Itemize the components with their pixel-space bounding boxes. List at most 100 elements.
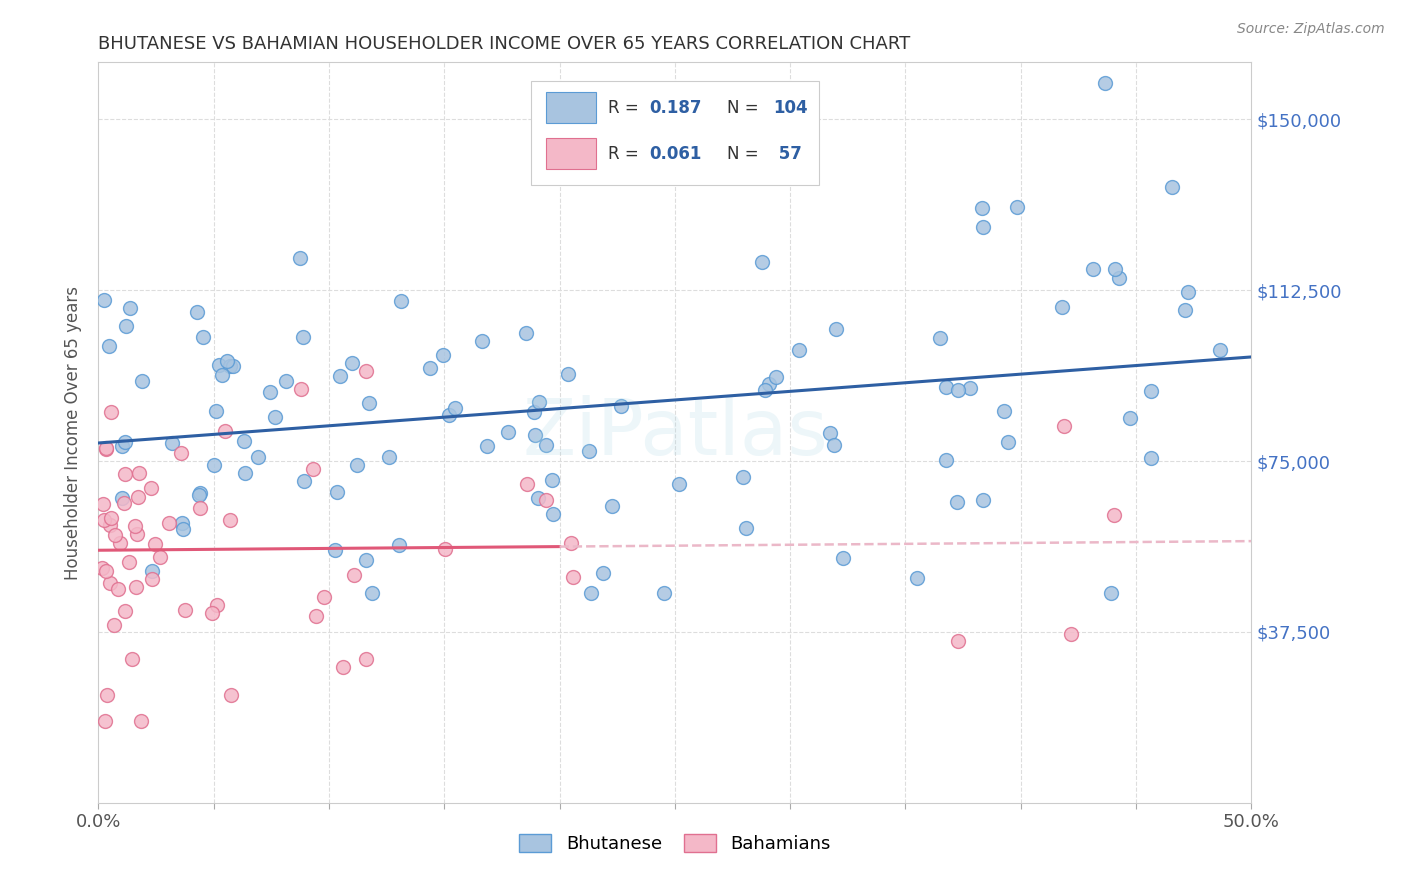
Point <box>93 497 115 511</box>
Point <box>437 408 460 422</box>
Point <box>527 491 550 506</box>
Point <box>524 428 547 442</box>
Point <box>93 293 115 308</box>
Point <box>263 409 285 424</box>
Point <box>124 519 146 533</box>
Point <box>217 354 239 368</box>
Point <box>972 219 994 234</box>
Text: ZiPatlas: ZiPatlas <box>522 394 828 471</box>
Point <box>560 535 582 549</box>
Point <box>360 586 382 600</box>
Point <box>170 446 193 460</box>
Point <box>100 576 122 591</box>
Point <box>496 425 519 439</box>
Point <box>90 561 112 575</box>
Point <box>188 486 211 500</box>
Text: 0.187: 0.187 <box>650 99 702 117</box>
FancyBboxPatch shape <box>531 81 820 185</box>
Point <box>100 404 122 418</box>
Point <box>432 348 454 362</box>
Point <box>112 496 135 510</box>
Point <box>1005 200 1028 214</box>
Text: R =: R = <box>607 99 644 117</box>
Point <box>205 404 228 418</box>
Point <box>94 564 117 578</box>
Text: R =: R = <box>607 145 644 162</box>
Point <box>290 383 312 397</box>
Point <box>149 550 172 565</box>
Text: N =: N = <box>727 99 763 117</box>
Point <box>388 538 411 552</box>
Point <box>103 618 125 632</box>
Point <box>332 659 354 673</box>
Point <box>104 528 127 542</box>
Point <box>561 569 583 583</box>
Point <box>734 521 756 535</box>
Point <box>754 383 776 397</box>
Point <box>1177 285 1199 299</box>
Point <box>247 450 270 464</box>
Point <box>141 481 163 495</box>
Point <box>121 652 143 666</box>
Point <box>207 359 229 373</box>
Point <box>765 369 787 384</box>
Point <box>751 254 773 268</box>
Point <box>928 330 950 344</box>
Point <box>515 326 537 340</box>
Point <box>389 293 412 308</box>
Point <box>592 566 614 581</box>
Point <box>832 551 855 566</box>
Point <box>600 499 623 513</box>
Point <box>219 359 242 373</box>
Point <box>1050 300 1073 314</box>
Point <box>233 466 256 480</box>
Point <box>214 424 236 438</box>
Point <box>905 571 928 585</box>
Point <box>326 485 349 500</box>
Point <box>1209 343 1232 358</box>
Point <box>343 568 366 582</box>
Point <box>314 590 336 604</box>
Point <box>201 606 224 620</box>
Point <box>329 369 352 384</box>
Point <box>143 537 166 551</box>
Point <box>993 404 1015 418</box>
Point <box>1108 270 1130 285</box>
Point <box>93 513 115 527</box>
Point <box>211 368 233 382</box>
Point <box>946 383 969 397</box>
Point <box>1161 180 1184 194</box>
Point <box>108 535 131 549</box>
Point <box>305 608 328 623</box>
Point <box>818 425 841 440</box>
Point <box>292 474 315 488</box>
Point <box>1102 508 1125 523</box>
Text: Source: ZipAtlas.com: Source: ZipAtlas.com <box>1237 22 1385 37</box>
Point <box>610 400 633 414</box>
Point <box>972 493 994 508</box>
Point <box>107 582 129 596</box>
Point <box>98 518 121 533</box>
Point <box>259 385 281 400</box>
Point <box>94 442 117 456</box>
Point <box>128 466 150 480</box>
Point <box>354 651 377 665</box>
Point <box>118 301 141 315</box>
Point <box>959 380 981 394</box>
Point <box>1119 411 1142 425</box>
Point <box>114 604 136 618</box>
Point <box>97 339 120 353</box>
Point <box>205 599 228 613</box>
Point <box>100 511 122 525</box>
Point <box>346 458 368 473</box>
Text: 104: 104 <box>773 99 807 117</box>
Point <box>127 526 149 541</box>
Point <box>557 367 579 381</box>
Point <box>357 396 380 410</box>
Point <box>578 443 600 458</box>
Point <box>202 458 225 472</box>
Point <box>354 553 377 567</box>
Point <box>534 438 557 452</box>
Point <box>652 586 675 600</box>
Point <box>475 439 498 453</box>
